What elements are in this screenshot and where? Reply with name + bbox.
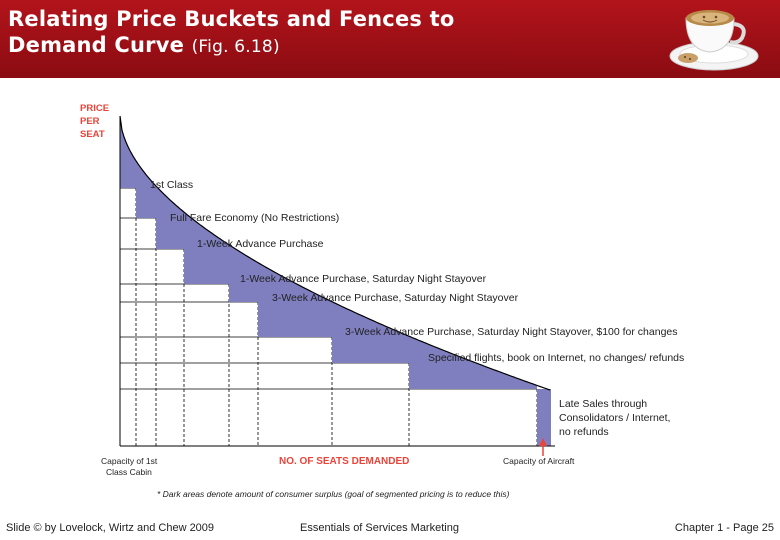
footer-copyright: Slide © by Lovelock, Wirtz and Chew 2009 (6, 522, 215, 534)
bucket-label-3: 1-Week Advance Purchase (197, 238, 324, 250)
bucket-label-8-line-3: no refunds (559, 426, 609, 438)
bucket-label-8-line-1: Late Sales through (559, 398, 647, 410)
capacity-aircraft-label: Capacity of Aircraft (503, 456, 575, 466)
bucket-labels: 1st Class Full Fare Economy (No Restrict… (150, 179, 684, 438)
coffee-cup-icon (669, 10, 759, 71)
capacity-cabin-label-line-2: Class Cabin (106, 467, 152, 477)
demand-curve-diagram: PRICE PER SEAT 1st Class Full Fare Econo… (80, 103, 684, 499)
surplus-area-2 (136, 160, 156, 218)
y-axis-label-line-1: PRICE (80, 103, 109, 114)
capacity-aircraft-arrow (539, 438, 547, 456)
title-line-2: Demand Curve (Fig. 6.18) (8, 32, 454, 60)
capacity-cabin-label: Capacity of 1st Class Cabin (101, 456, 158, 477)
surplus-area-1 (120, 116, 136, 188)
bucket-label-7: Specified flights, book on Internet, no … (428, 352, 684, 364)
slide-title: Relating Price Buckets and Fences to Dem… (8, 6, 454, 60)
bucket-label-6: 3-Week Advance Purchase, Saturday Night … (345, 326, 678, 338)
capacity-cabin-label-line-1: Capacity of 1st (101, 456, 158, 466)
surplus-area-4 (184, 212, 229, 284)
surplus-area-7 (332, 301, 409, 363)
y-axis-label: PRICE PER SEAT (80, 103, 109, 140)
surplus-area-6 (258, 262, 332, 337)
bucket-label-8-line-2: Consolidators / Internet, (559, 412, 670, 424)
footer-course-title: Essentials of Services Marketing (300, 522, 459, 534)
surplus-area-3 (156, 186, 184, 249)
late-sales-area (537, 389, 551, 446)
footnote: * Dark areas denote amount of consumer s… (157, 489, 510, 499)
bucket-label-1: 1st Class (150, 179, 193, 191)
bucket-label-2: Full Fare Economy (No Restrictions) (170, 212, 339, 224)
title-line-2-text: Demand Curve (8, 33, 185, 57)
bucket-label-4: 1-Week Advance Purchase, Saturday Night … (240, 273, 487, 285)
surplus-area-5 (229, 244, 258, 302)
bucket-label-5: 3-Week Advance Purchase, Saturday Night … (272, 292, 519, 304)
title-line-1: Relating Price Buckets and Fences to (8, 7, 455, 31)
title-bar: Relating Price Buckets and Fences to Dem… (0, 0, 780, 78)
demand-curve (119, 115, 551, 391)
consumer-surplus-areas (120, 116, 551, 446)
y-axis-label-line-2: PER (80, 116, 100, 127)
footer-page-number: Chapter 1 - Page 25 (674, 522, 774, 534)
figure-reference: (Fig. 6.18) (191, 37, 280, 57)
footer: Slide © by Lovelock, Wirtz and Chew 2009… (0, 522, 780, 540)
x-axis-label: NO. OF SEATS DEMANDED (279, 456, 409, 467)
y-axis-label-line-3: SEAT (80, 129, 105, 140)
